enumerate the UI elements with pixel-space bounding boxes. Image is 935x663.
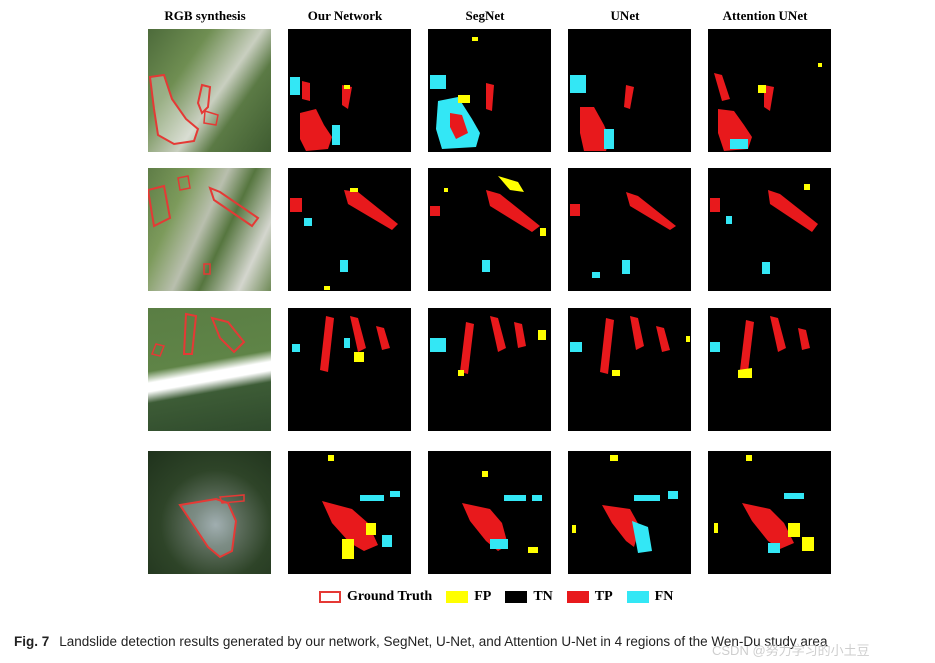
- legend-label: TP: [594, 589, 613, 604]
- result-our-network-region-4: [288, 451, 411, 574]
- result-segnet-region-1: [428, 29, 551, 152]
- result-unet-region-1: [568, 29, 691, 152]
- rgb-image-region-1: [148, 29, 271, 152]
- caption-text: Landslide detection results generated by…: [59, 634, 828, 649]
- result-attention-unet-region-4: [708, 451, 831, 574]
- header-segnet: SegNet: [465, 8, 505, 23]
- result-segnet-region-3: [428, 308, 551, 431]
- legend-tp: TP: [566, 589, 613, 605]
- caption-label: Fig. 7: [14, 634, 50, 649]
- rgb-image-region-3: [148, 308, 271, 431]
- legend-ground-truth: Ground Truth: [319, 589, 432, 605]
- tp-swatch: [566, 591, 589, 603]
- legend-fn: FN: [626, 589, 674, 605]
- rgb-image-region-2: [148, 168, 271, 291]
- header-unet: UNet: [610, 8, 640, 23]
- legend-label: Ground Truth: [347, 589, 433, 604]
- rgb-image-region-4: [148, 451, 271, 574]
- result-unet-region-3: [568, 308, 691, 431]
- watermark: CSDN @努力学习的小土豆: [712, 643, 870, 658]
- legend-fp: FP: [446, 589, 491, 605]
- legend-label: FN: [654, 589, 674, 604]
- result-attention-unet-region-2: [708, 168, 831, 291]
- result-unet-region-4: [568, 451, 691, 574]
- tn-swatch: [505, 591, 528, 603]
- result-our-network-region-3: [288, 308, 411, 431]
- result-our-network-region-2: [288, 168, 411, 291]
- header-attention-unet: Attention UNet: [722, 8, 808, 23]
- ground-truth-swatch: [319, 591, 341, 603]
- legend-label: TN: [533, 589, 553, 604]
- result-segnet-region-4: [428, 451, 551, 574]
- legend-label: FP: [474, 589, 492, 604]
- result-unet-region-2: [568, 168, 691, 291]
- fp-swatch: [446, 591, 469, 603]
- header-rgb-synthesis: RGB synthesis: [164, 8, 246, 23]
- legend: Ground Truth FP TN TP FN: [319, 588, 687, 606]
- result-attention-unet-region-1: [708, 29, 831, 152]
- header-our-network: Our Network: [307, 8, 383, 23]
- fn-swatch: [626, 591, 649, 603]
- result-segnet-region-2: [428, 168, 551, 291]
- result-our-network-region-1: [288, 29, 411, 152]
- result-attention-unet-region-3: [708, 308, 831, 431]
- legend-tn: TN: [505, 589, 553, 605]
- figure-caption: Fig. 7 Landslide detection results genera…: [14, 634, 827, 649]
